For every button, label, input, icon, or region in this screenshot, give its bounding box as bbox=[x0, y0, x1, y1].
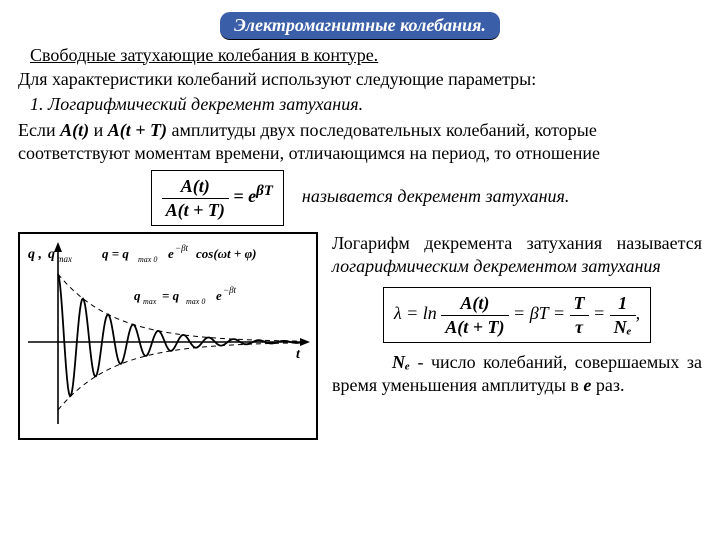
if-word: Если bbox=[18, 120, 56, 140]
svg-text:q = q: q = q bbox=[102, 246, 129, 261]
f1-eq: = e bbox=[233, 186, 256, 206]
formula-2-wrap: λ = ln A(t) A(t + T) = βT = T τ = 1 Nₑ , bbox=[332, 287, 702, 343]
svg-text:max 0: max 0 bbox=[186, 297, 205, 306]
two-column: q ,qmaxq = qmax 0e−βtcos(ωt + φ)qmax = q… bbox=[18, 232, 702, 440]
graph-box: q ,qmaxq = qmax 0e−βtcos(ωt + φ)qmax = q… bbox=[18, 232, 318, 440]
f1-num: A(t) bbox=[162, 175, 229, 199]
log-decrement-paragraph: Логарифм декремента затухания называется… bbox=[332, 232, 702, 277]
svg-text:max: max bbox=[57, 254, 72, 264]
f1-exp: βT bbox=[256, 183, 273, 199]
formula-1: A(t) A(t + T) = eβT bbox=[151, 170, 284, 226]
formula-2: λ = ln A(t) A(t + T) = βT = T τ = 1 Nₑ , bbox=[383, 287, 651, 343]
svg-text:−βt: −βt bbox=[175, 243, 189, 253]
p2: - число колебаний, совершаемых за время … bbox=[332, 352, 702, 395]
f2b-den: τ bbox=[570, 316, 589, 339]
f2-tail: , bbox=[636, 303, 641, 323]
decrement-text: называется декремент затухания. bbox=[302, 186, 570, 206]
svg-text:t: t bbox=[296, 347, 301, 362]
A-t: A(t) bbox=[60, 120, 89, 140]
f2b-num: T bbox=[570, 292, 589, 316]
svg-text:cos(ωt + φ): cos(ωt + φ) bbox=[196, 246, 257, 261]
f2-lhs: λ = ln bbox=[394, 303, 437, 323]
svg-text:q: q bbox=[134, 288, 141, 303]
text-column: Логарифм декремента затухания называется… bbox=[332, 232, 702, 396]
f2-num: A(t) bbox=[441, 292, 508, 316]
f2-den: A(t + T) bbox=[441, 316, 508, 339]
p2b: раз. bbox=[591, 375, 624, 395]
p1a: Логарифм декремента затухания называется bbox=[332, 233, 702, 253]
svg-text:e: e bbox=[216, 288, 222, 303]
svg-text:−βt: −βt bbox=[223, 285, 237, 295]
page-title: Электромагнитные колебания. bbox=[220, 12, 500, 40]
p1b: логарифмическим декрементом затухания bbox=[332, 256, 661, 276]
svg-text:= q: = q bbox=[162, 288, 180, 303]
f2c-num: 1 bbox=[610, 292, 636, 316]
svg-text:e: e bbox=[168, 246, 174, 261]
amp-text: амплитуды двух последовательных колебани… bbox=[18, 120, 600, 163]
svg-text:q ,: q , bbox=[28, 247, 42, 262]
A-tT: A(t + T) bbox=[108, 120, 167, 140]
amplitude-paragraph: Если A(t) и A(t + T) амплитуды двух посл… bbox=[18, 119, 702, 164]
title-wrap: Электромагнитные колебания. bbox=[18, 12, 702, 40]
graph-column: q ,qmaxq = qmax 0e−βtcos(ωt + φ)qmax = q… bbox=[18, 232, 318, 440]
svg-text:q: q bbox=[48, 247, 55, 262]
intro-text: Для характеристики колебаний используют … bbox=[18, 68, 702, 91]
param-1: 1. Логарифмический декремент затухания. bbox=[30, 93, 702, 116]
svg-text:max 0: max 0 bbox=[138, 255, 157, 264]
f1-den: A(t + T) bbox=[162, 199, 229, 222]
subtitle: Свободные затухающие колебания в контуре… bbox=[30, 44, 702, 67]
Ne-symbol: Nₑ bbox=[392, 352, 410, 372]
f2-mid: = βT = bbox=[513, 303, 565, 323]
f2c-den: Nₑ bbox=[610, 316, 636, 339]
svg-text:max: max bbox=[143, 297, 157, 306]
damped-oscillation-graph: q ,qmaxq = qmax 0e−βtcos(ωt + φ)qmax = q… bbox=[24, 238, 312, 428]
Ne-paragraph: Nₑ - число колебаний, совершаемых за вре… bbox=[332, 351, 702, 396]
and-word: и bbox=[94, 120, 104, 140]
f2-eq3: = bbox=[593, 303, 605, 323]
formula-1-wrap: A(t) A(t + T) = eβT называется декремент… bbox=[18, 170, 702, 226]
